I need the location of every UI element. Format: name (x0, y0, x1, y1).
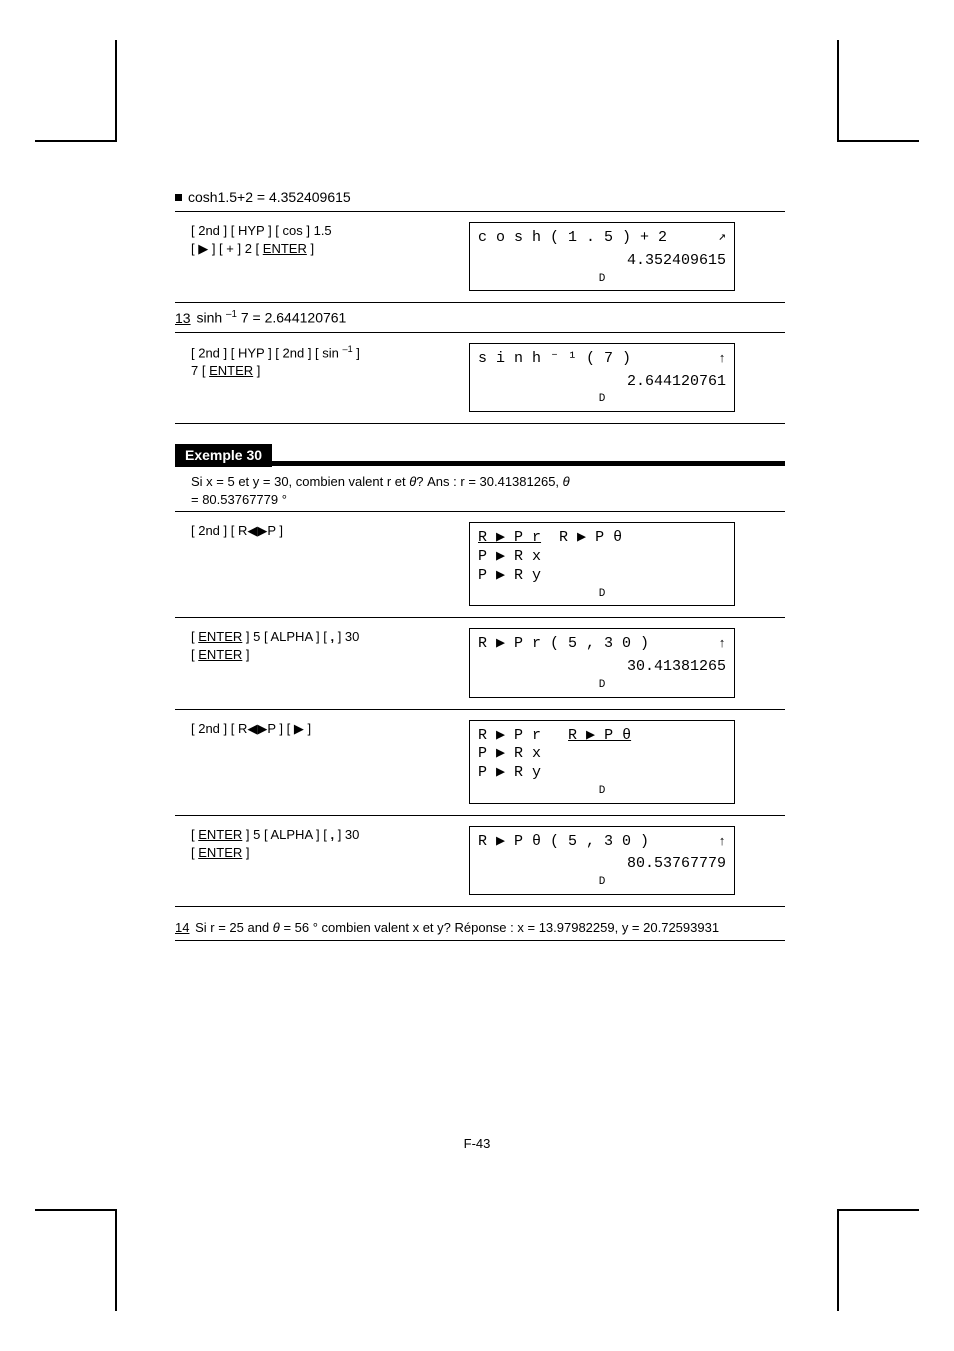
deg-indicator-icon: D (478, 588, 726, 602)
divider (175, 423, 785, 424)
divider (175, 906, 785, 907)
key-sequence-6: [ ENTER ] 5 [ ALPHA ] [ , ] 30[ ENTER ] (191, 826, 451, 862)
lcd-display-6: R ▶ P θ ( 5 , 3 0 ) 80.53767779 D (469, 826, 735, 895)
divider (175, 511, 785, 512)
footer-text: 14 Si r = 25 and θ = 56 ° combien valent… (175, 913, 785, 937)
example-text: Si x = 5 et y = 30, combien valent r et … (175, 467, 785, 508)
lcd-menu-line1: R ▶ P r R ▶ P θ (478, 727, 726, 746)
arrow-up-icon (718, 350, 726, 369)
divider (175, 940, 785, 941)
heading-1-text: cosh1.5+2 = 4.352409615 (188, 189, 351, 205)
lcd-display-1: c o s h ( 1 . 5 ) + 2 4.352409615 D (469, 222, 735, 291)
key-sequence-5: [ 2nd ] [ R◀▶P ] [ ▶ ] (191, 720, 451, 738)
lcd-expr: R ▶ P r ( 5 , 3 0 ) (478, 635, 649, 654)
example-label: Exemple 30 (175, 444, 272, 467)
lcd-menu-line1: R ▶ P r R ▶ P θ (478, 529, 726, 548)
divider (175, 709, 785, 710)
lcd-result: 4.352409615 (478, 252, 726, 271)
lcd-menu-line3: P ▶ R y (478, 567, 541, 586)
deg-indicator-icon: D (478, 876, 726, 890)
lcd-menu-line2: P ▶ R x (478, 745, 726, 764)
lcd-menu-line2: P ▶ R x (478, 548, 726, 567)
lcd-expr: R ▶ P θ ( 5 , 3 0 ) (478, 833, 649, 852)
divider (175, 302, 785, 303)
key-sequence-2: [ 2nd ] [ HYP ] [ 2nd ] [ sin –1 ]7 [ EN… (191, 343, 451, 381)
arrow-up-icon (718, 635, 726, 654)
deg-indicator-icon: D (478, 393, 726, 407)
bullet-icon (175, 194, 182, 201)
heading-1: cosh1.5+2 = 4.352409615 (175, 189, 785, 205)
key-sequence-4: [ ENTER ] 5 [ ALPHA ] [ , ] 30[ ENTER ] (191, 628, 451, 664)
lcd-expr: c o s h ( 1 . 5 ) + 2 (478, 229, 667, 248)
divider (175, 815, 785, 816)
deg-indicator-icon: D (478, 785, 726, 799)
lcd-display-4: R ▶ P r ( 5 , 3 0 ) 30.41381265 D (469, 628, 735, 697)
lcd-display-3: R ▶ P r R ▶ P θ P ▶ R x P ▶ R y D (469, 522, 735, 606)
lcd-result: 80.53767779 (478, 855, 726, 874)
lcd-result: 2.644120761 (478, 373, 726, 392)
key-sequence-1: [ 2nd ] [ HYP ] [ cos ] 1.5[ ▶ ] [ + ] 2… (191, 222, 451, 258)
lcd-display-2: s i n h ⁻ ¹ ( 7 ) 2.644120761 D (469, 343, 735, 412)
example-bar: Exemple 30 (175, 430, 785, 467)
arrow-up-icon (718, 833, 726, 852)
divider (175, 617, 785, 618)
deg-indicator-icon: D (478, 679, 726, 693)
example-text-body: Si x = 5 et y = 30, combien valent r et … (191, 474, 570, 507)
heading-2: 13 sinh –1 7 = 2.644120761 (175, 309, 785, 326)
lcd-expr: s i n h ⁻ ¹ ( 7 ) (478, 350, 631, 369)
deg-indicator-icon: D (478, 273, 726, 287)
page-number: F-43 (0, 1136, 954, 1151)
lcd-result: 30.41381265 (478, 658, 726, 677)
arrow-upright-icon (718, 229, 726, 248)
divider (175, 211, 785, 212)
key-sequence-3: [ 2nd ] [ R◀▶P ] (191, 522, 451, 540)
divider (175, 332, 785, 333)
lcd-menu-line3: P ▶ R y (478, 764, 541, 783)
lcd-display-5: R ▶ P r R ▶ P θ P ▶ R x P ▶ R y D (469, 720, 735, 804)
